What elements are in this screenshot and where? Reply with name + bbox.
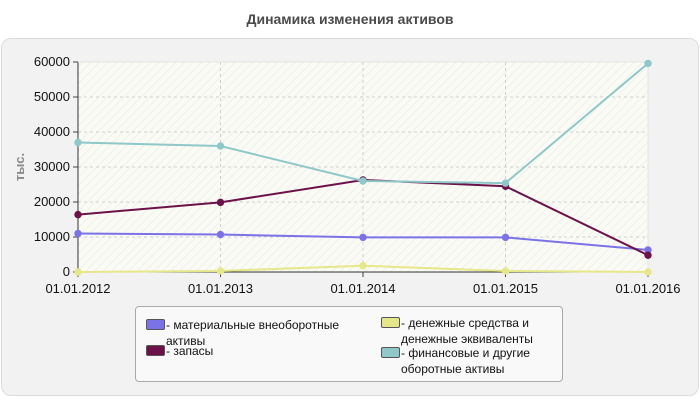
x-tick-label: 01.01.2016 (615, 281, 680, 296)
y-axis-label: тыс. (12, 153, 27, 181)
legend-swatch (381, 317, 400, 328)
series-0-point (359, 233, 367, 242)
series-3-point (501, 179, 510, 187)
series-0-point (74, 229, 82, 238)
series-2-point (216, 267, 225, 275)
legend-label: - финансовые и другие оборотные активы (401, 346, 530, 376)
legend-swatch (381, 347, 400, 358)
legend-label: - запасы (166, 344, 214, 358)
legend-swatch (146, 319, 165, 330)
y-tick-label: 20000 (34, 194, 70, 209)
legend-swatch (146, 345, 165, 356)
series-3-point (216, 142, 225, 150)
x-tick-label: 01.01.2014 (330, 281, 395, 296)
y-tick-label: 0 (63, 264, 70, 279)
series-3-point (359, 177, 367, 185)
series-0-point (501, 233, 510, 242)
chart-title: Динамика изменения активов (246, 11, 454, 27)
x-tick-label: 01.01.2015 (473, 281, 538, 296)
series-1-point (644, 251, 652, 259)
y-tick-label: 10000 (34, 229, 70, 244)
series-3-point (74, 138, 82, 147)
x-tick-label: 01.01.2013 (188, 281, 253, 296)
series-2-point (501, 267, 510, 275)
series-1-point (74, 210, 82, 219)
y-tick-label: 30000 (34, 159, 70, 174)
x-tick-label: 01.01.2012 (45, 281, 110, 296)
series-3-point (644, 59, 652, 68)
series-2-point (359, 262, 367, 270)
y-tick-label: 40000 (34, 124, 70, 139)
chart-legend: - материальные внеоборотные активы - зап… (135, 306, 563, 382)
series-1-point (216, 198, 225, 207)
series-2-point (74, 268, 82, 276)
y-tick-label: 50000 (34, 89, 70, 104)
legend-label: - материальные внеоборотные активы (166, 318, 339, 348)
series-0-point (216, 230, 225, 239)
legend-label: - денежные средства и денежные эквивален… (401, 316, 533, 346)
y-tick-label: 60000 (34, 54, 70, 69)
series-2-point (644, 268, 652, 276)
